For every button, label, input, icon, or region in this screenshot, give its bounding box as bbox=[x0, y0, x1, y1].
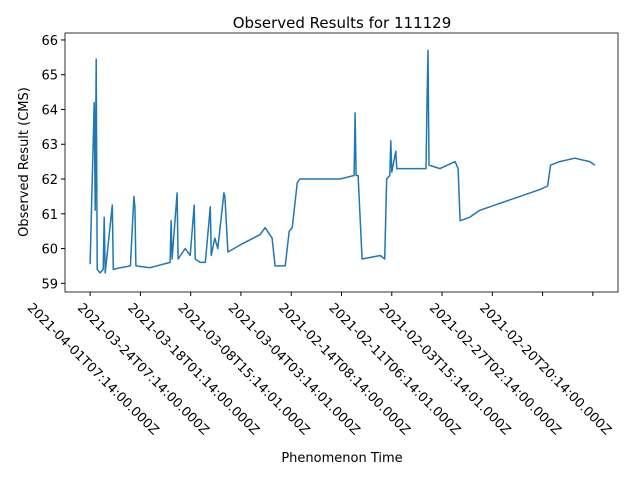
y-tick-label: 63 bbox=[41, 138, 58, 153]
y-tick-label: 60 bbox=[41, 243, 58, 258]
y-axis-label: Observed Result (CMS) bbox=[17, 87, 32, 237]
y-tick-label: 64 bbox=[41, 103, 58, 118]
y-tick-label: 66 bbox=[41, 34, 58, 49]
y-tick-label: 65 bbox=[41, 69, 58, 84]
data-line bbox=[89, 49, 596, 274]
x-axis-label: Phenomenon Time bbox=[281, 451, 402, 466]
y-tick-label: 59 bbox=[41, 277, 58, 292]
y-tick-label: 61 bbox=[41, 208, 58, 223]
chart-title: Observed Results for 111129 bbox=[233, 14, 452, 32]
y-tick-label: 62 bbox=[41, 173, 58, 188]
plot-frame bbox=[64, 32, 619, 293]
